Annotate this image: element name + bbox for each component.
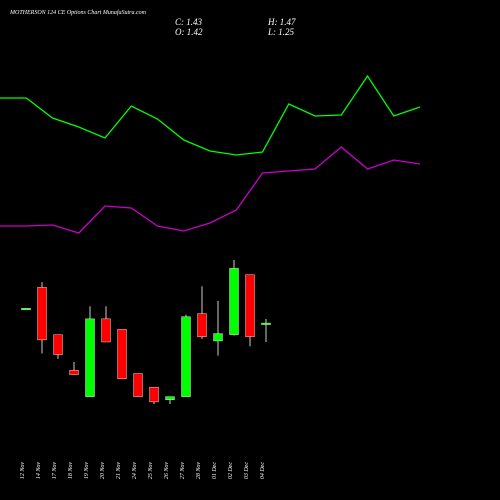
candle-body [165,396,175,400]
candle-body [149,386,159,403]
x-tick-label: 02 Dec [228,462,234,479]
x-tick-label: 18 Nov [68,462,74,480]
stat-open: O: 1.42 [175,27,203,37]
x-tick-label: 17 Nov [52,462,58,480]
x-tick-label: 28 Nov [196,462,202,480]
x-tick-label: 19 Nov [84,462,90,480]
x-tick-label: 21 Nov [116,462,122,480]
x-tick-label: 04 Dec [259,462,266,479]
x-tick-label: 27 Nov [180,462,186,480]
candle-body [133,373,143,397]
candle-body [197,313,207,337]
candle-body [245,274,255,337]
chart-title: MOTHERSON 124 CE Options Chart MunafaSut… [9,9,147,16]
candle-body [213,333,223,342]
candle-body [69,370,79,375]
x-tick-label: 12 Nov [20,462,26,480]
x-tick-label: 26 Nov [164,462,170,480]
candle-body [101,318,111,343]
candle-body [229,268,239,335]
stat-high: H: 1.47 [267,17,296,27]
indicator-line [0,146,421,234]
candle-body [21,308,31,311]
candle-body [117,329,127,379]
indicator-line [0,74,421,156]
candle-body [85,318,95,397]
x-tick-label: 20 Nov [100,462,106,480]
x-tick-label: 01 Dec [212,462,218,479]
candle-body [37,287,47,341]
candle-body [261,322,271,325]
stat-close: C: 1.43 [175,17,203,27]
x-tick-label: 24 Nov [131,462,138,480]
candle-body [181,316,191,397]
stat-low: L: 1.25 [267,27,295,37]
candle-body [53,334,63,355]
x-tick-label: 25 Nov [148,462,154,480]
x-tick-label: 03 Dec [244,462,250,479]
x-tick-label: 14 Nov [35,462,42,480]
